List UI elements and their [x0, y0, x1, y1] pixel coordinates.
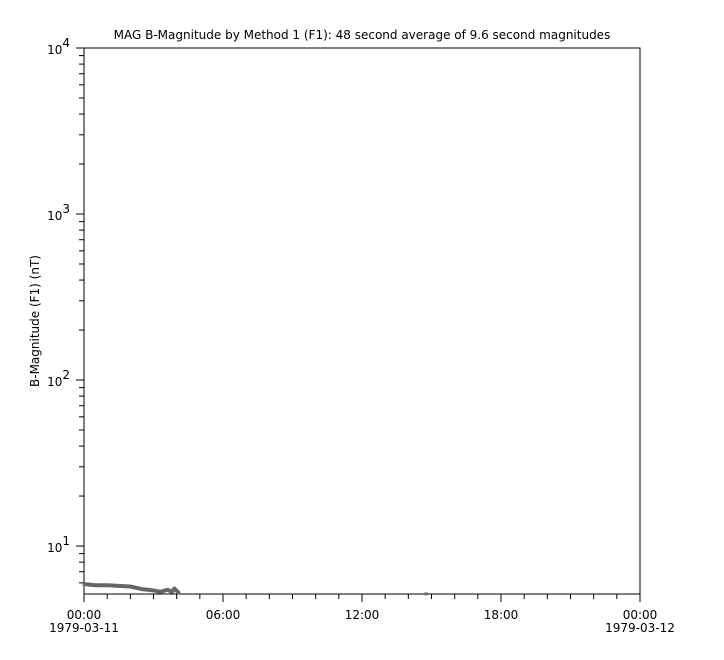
data-point [105, 583, 109, 587]
x-tick-label: 18:00 [484, 608, 519, 622]
data-point [128, 585, 132, 589]
data-point [177, 591, 181, 595]
x-tick-label: 12:00 [345, 608, 380, 622]
data-point [158, 590, 162, 594]
y-tick-label: 103 [47, 202, 70, 223]
data-point [117, 584, 121, 588]
y-tick-label: 102 [47, 368, 70, 389]
x-tick-date-label: 1979-03-12 [605, 621, 675, 635]
y-tick-label: 101 [47, 534, 70, 555]
y-tick-label: 104 [47, 36, 70, 57]
data-point [165, 588, 169, 592]
data-point [94, 583, 98, 587]
data-point [152, 588, 155, 592]
x-tick-label: 00:00 [623, 608, 658, 622]
data-point [172, 586, 176, 590]
data-point [424, 592, 428, 596]
data-point [140, 587, 144, 591]
data-point [82, 582, 86, 586]
x-tick-label: 00:00 [67, 608, 102, 622]
x-tick-label: 06:00 [206, 608, 241, 622]
x-tick-date-label: 1979-03-11 [49, 621, 119, 635]
chart-title: MAG B-Magnitude by Method 1 (F1): 48 sec… [114, 28, 611, 42]
data-point [170, 590, 174, 594]
plot-frame [83, 47, 641, 595]
y-axis-label: B-Magnitude (F1) (nT) [28, 255, 42, 387]
